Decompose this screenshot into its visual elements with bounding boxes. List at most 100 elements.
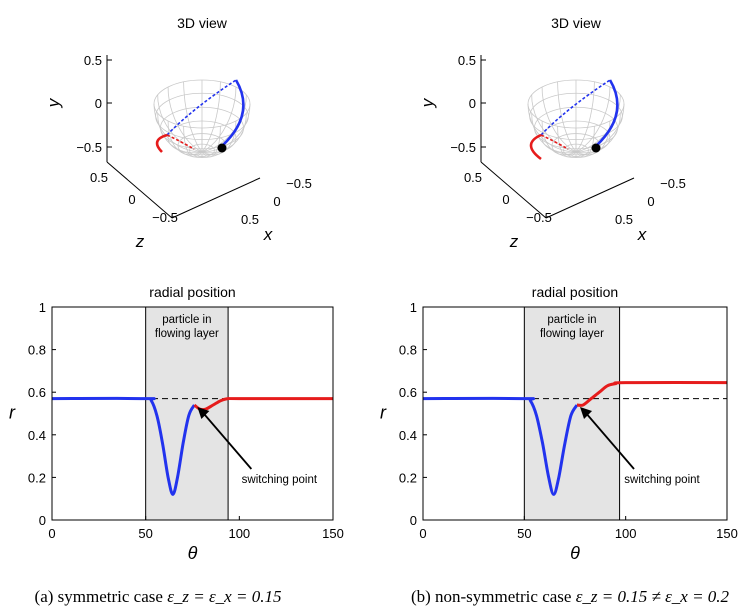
x-tick-label: 0 <box>48 526 55 541</box>
bowl-meridian <box>167 86 203 153</box>
bowl-meridian <box>575 103 625 153</box>
trajectory-blue-3d-surface <box>221 79 245 147</box>
y-tick-label: 0 <box>39 513 46 528</box>
bowl-meridian <box>541 120 577 156</box>
plot-frame <box>51 306 334 521</box>
x-tick-label-3d: 0.5 <box>241 212 259 227</box>
switching-point-arrowhead <box>197 406 210 419</box>
bowl-meridian <box>153 103 203 153</box>
panel-a: 3D view 0.5 0 −0.5 y 0.5 0 −0.5 z −0.5 0 0.5 x radial… <box>9 15 344 606</box>
x-axis-label: θ <box>570 543 580 563</box>
radial-plot-a: radial position particle in flowing layer 0… <box>9 284 344 563</box>
bowl-meridian <box>527 103 577 153</box>
bowl-meridian <box>575 126 595 158</box>
radial-title: radial position <box>532 284 618 300</box>
plot-frame <box>422 306 728 521</box>
bowl-meridian <box>541 86 577 153</box>
panel-b: 3D view 0.5 0 −0.5 y 0.5 0 −0.5 z −0.5 0 0.5 x radial… <box>380 15 738 606</box>
flowing-layer-label-2: flowing layer <box>540 328 604 340</box>
axes-3d <box>480 55 635 219</box>
radial-title: radial position <box>149 284 235 300</box>
switching-point-arrow <box>584 411 635 470</box>
particle-marker <box>217 143 227 153</box>
bowl-meridian <box>557 81 577 153</box>
flowing-layer-label-2: flowing layer <box>155 328 219 340</box>
switching-point-label: switching point <box>624 474 700 486</box>
bowl-meridian <box>201 103 251 153</box>
x-tick-label-3d: 0 <box>647 194 654 209</box>
y-tick-label: 0.6 <box>28 385 46 400</box>
y-tick-label: 0.8 <box>28 343 46 358</box>
bowl-meridian <box>575 86 611 153</box>
y-tick-label: 0.4 <box>399 428 417 443</box>
bowl-wireframe <box>527 79 625 158</box>
x-tick-label-3d: 0 <box>273 194 280 209</box>
x-tick-label: 100 <box>615 526 637 541</box>
x-tick-label-3d: −0.5 <box>286 176 312 191</box>
y-tick-label-3d: −0.5 <box>450 140 476 155</box>
series-red <box>576 381 728 407</box>
x-axis-label: θ <box>188 543 198 563</box>
x-tick-label-3d: 0.5 <box>615 212 633 227</box>
view3d-b: 3D view 0.5 0 −0.5 y 0.5 0 −0.5 z −0.5 0 0.5 x <box>418 15 686 251</box>
switching-point-arrowhead <box>580 406 593 419</box>
z-tick-label-3d: 0 <box>502 192 509 207</box>
trajectory-red-3d <box>540 134 569 150</box>
view3d-a: 3D view 0.5 0 −0.5 y 0.5 0 −0.5 z −0.5 0 0.5 x <box>44 15 312 251</box>
series-blue <box>422 396 579 496</box>
x-tick-label: 50 <box>138 526 152 541</box>
z-axis-label-3d: z <box>135 232 145 251</box>
y-axis-label-3d: y <box>418 97 437 108</box>
x-axis-label-3d: x <box>263 225 273 244</box>
y-tick-label-3d: 0 <box>469 96 476 111</box>
trajectory-red-3d-surface <box>155 133 168 153</box>
switching-point-arrow <box>201 411 253 470</box>
bowl-meridian <box>557 126 577 158</box>
y-tick-label: 0.8 <box>399 343 417 358</box>
y-tick-label: 0.2 <box>28 470 46 485</box>
trajectory-blue-3d-surface <box>595 79 619 147</box>
bowl-meridian <box>575 81 595 153</box>
radial-plot-b: radial position particle in flowing layer 0… <box>380 284 738 563</box>
caption-a: (a) symmetric case ε_z = ε_x = 0.15 <box>35 587 282 606</box>
flowing-layer-label-1: particle in <box>547 314 596 326</box>
bowl-meridian <box>183 81 203 153</box>
axes-3d <box>106 55 261 219</box>
z-axis-label-3d: z <box>509 232 519 251</box>
bowl-meridian <box>201 81 221 153</box>
x-tick-label: 150 <box>716 526 738 541</box>
bowl-meridian <box>183 126 203 158</box>
y-tick-label-3d: 0.5 <box>84 53 102 68</box>
trajectory-red-3d-surface <box>529 133 542 161</box>
y-tick-label: 0.6 <box>399 385 417 400</box>
y-axis-label: r <box>380 403 387 423</box>
y-tick-label-3d: −0.5 <box>76 140 102 155</box>
x-tick-label: 50 <box>517 526 531 541</box>
y-tick-label: 1 <box>410 300 417 315</box>
series-blue <box>51 396 196 496</box>
x-tick-label: 100 <box>228 526 250 541</box>
trajectory-blue-3d <box>540 79 611 136</box>
x-tick-label: 0 <box>419 526 426 541</box>
x-tick-label-3d: −0.5 <box>660 176 686 191</box>
x-axis-3d <box>545 177 635 219</box>
switching-point-label: switching point <box>242 474 318 486</box>
trajectory-blue-3d <box>166 79 237 136</box>
trajectory-red-3d <box>166 134 195 150</box>
z-tick-label-3d: 0.5 <box>464 170 482 185</box>
z-axis-3d <box>480 161 547 219</box>
y-tick-label-3d: 0 <box>95 96 102 111</box>
bowl-meridian <box>201 86 237 153</box>
x-tick-label: 150 <box>322 526 344 541</box>
flowing-layer-label-1: particle in <box>162 314 211 326</box>
y-tick-label-3d: 0.5 <box>458 53 476 68</box>
y-tick-label: 0.2 <box>399 470 417 485</box>
bowl-meridian <box>201 113 247 154</box>
x-axis-3d <box>171 177 261 219</box>
z-axis-3d <box>106 161 173 219</box>
caption-b: (b) non-symmetric case ε_z = 0.15 ≠ ε_x … <box>411 587 730 606</box>
z-tick-label-3d: −0.5 <box>526 210 552 225</box>
y-tick-label: 0 <box>410 513 417 528</box>
particle-marker <box>591 143 601 153</box>
